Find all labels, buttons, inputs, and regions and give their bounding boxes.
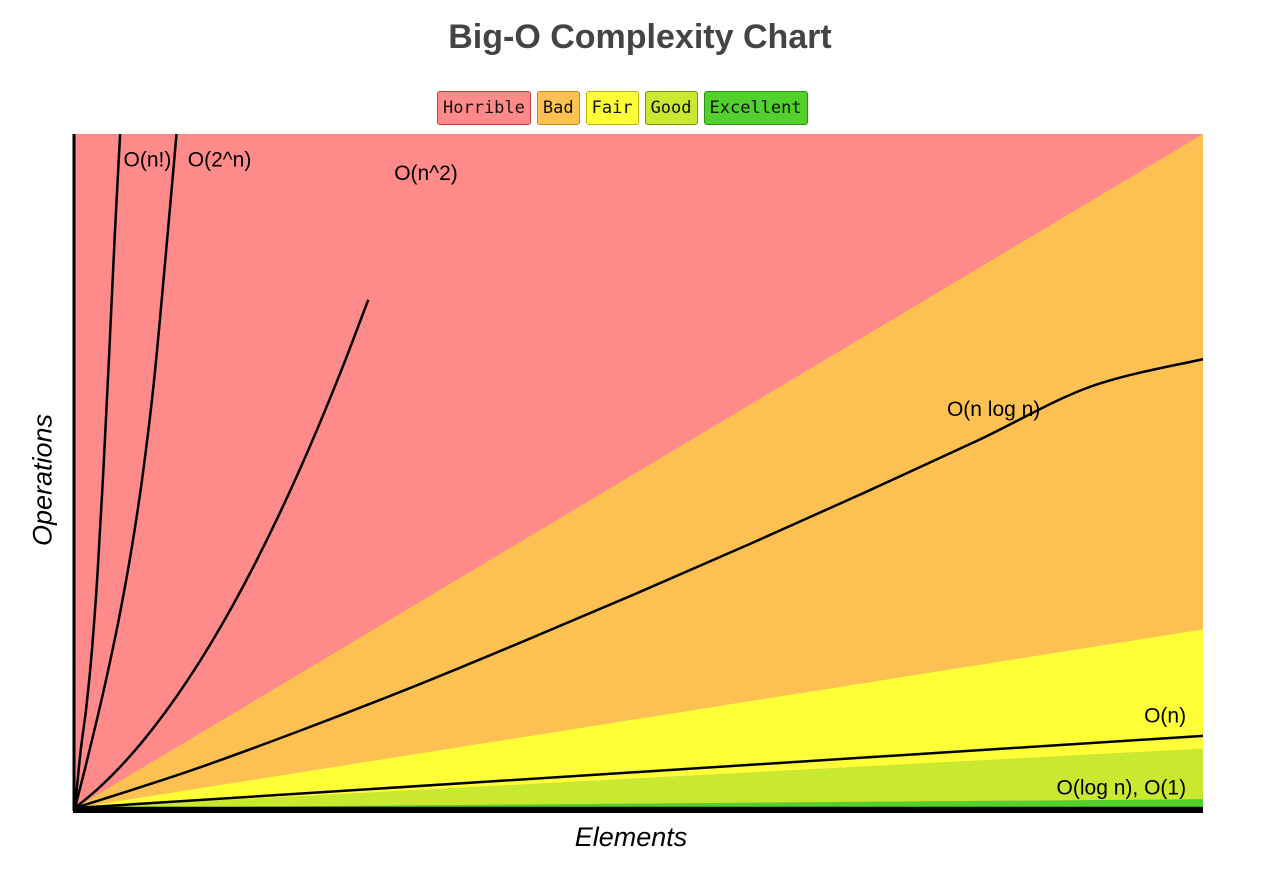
- label-o-n: O(n!): [124, 149, 172, 172]
- curve-o-n-log-n: [74, 357, 1204, 810]
- complexity-regions: [75, 134, 1203, 808]
- legend: Horrible Bad Fair Good Excellent: [437, 91, 808, 125]
- region-bad: [75, 134, 1203, 808]
- legend-item-excellent: Excellent: [703, 91, 808, 125]
- x-axis-label: Elements: [574, 822, 688, 852]
- curve-o-n: [73, 133, 122, 809]
- axes: [72, 134, 1203, 813]
- legend-item-bad: Bad: [536, 91, 580, 125]
- curve-o-2-n: [73, 133, 178, 809]
- label-o-n-log-n: O(n log n): [947, 398, 1040, 421]
- chart-title: Big-O Complexity Chart: [448, 18, 832, 56]
- curve-o-n-2: [74, 299, 370, 809]
- legend-item-good: Good: [644, 91, 698, 125]
- label-o-n-2: O(n^2): [394, 162, 458, 185]
- label-o-n: O(n): [1144, 705, 1186, 728]
- y-axis-label: Operations: [27, 413, 58, 547]
- region-fair: [75, 629, 1203, 808]
- region-excellent: [75, 799, 1203, 808]
- curve-labels: O(n!) O(2^n) O(n^2) O(n log n) O(n) O(log n),…: [124, 149, 1187, 800]
- legend-item-fair: Fair: [585, 91, 639, 125]
- curve-o-n: [74, 734, 1204, 810]
- legend-item-horrible: Horrible: [437, 91, 531, 125]
- region-good: [75, 748, 1203, 808]
- label-o-2-n: O(2^n): [188, 149, 252, 172]
- label-o-log-n-o-1: O(log n), O(1): [1057, 777, 1187, 800]
